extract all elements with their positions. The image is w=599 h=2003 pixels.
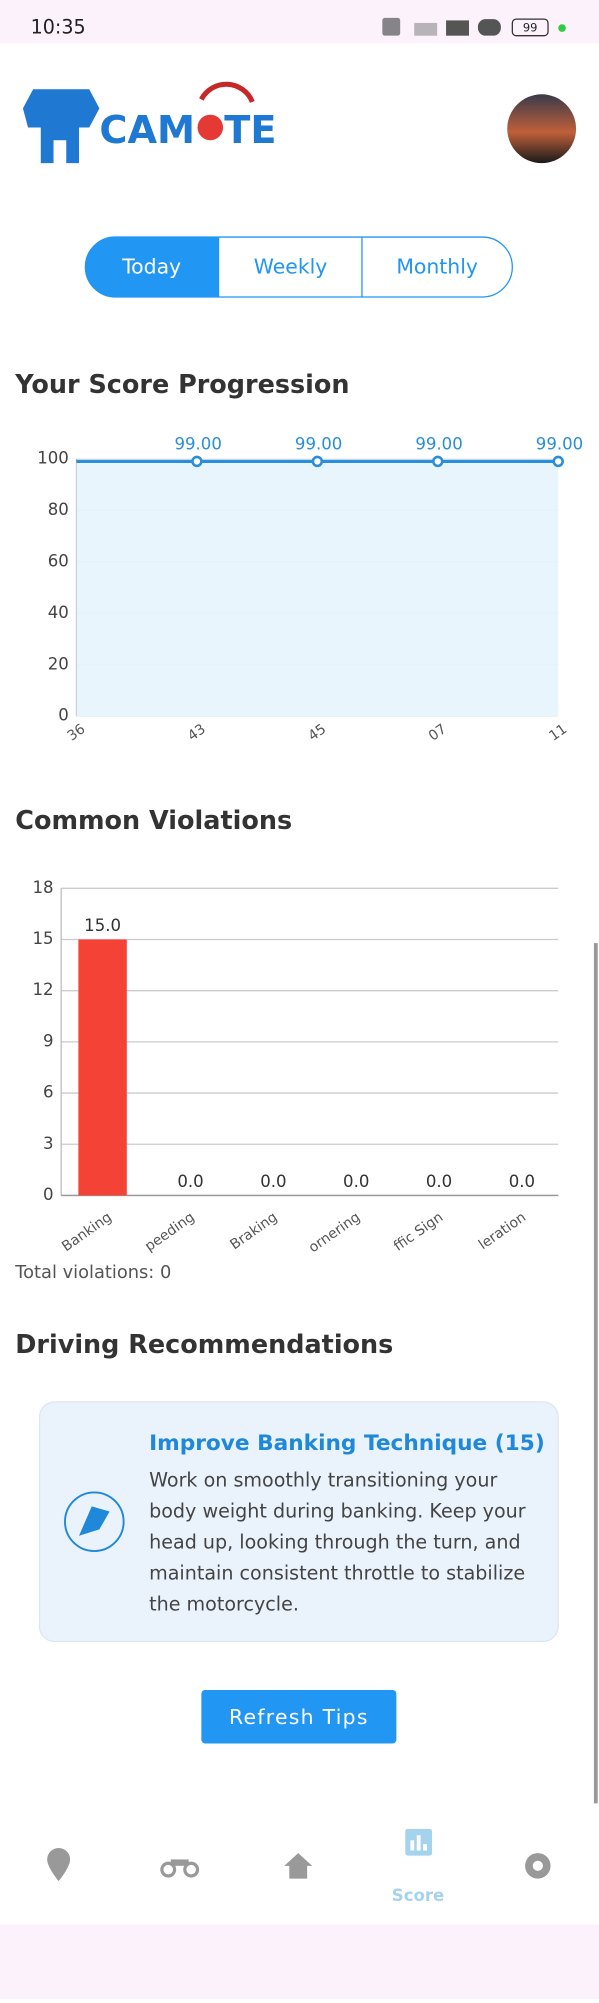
value-label: 0.0	[426, 1172, 452, 1191]
x-tick-label: ornering	[306, 1209, 363, 1256]
value-label: 99.00	[295, 434, 342, 453]
tab[interactable]: Weekly	[254, 255, 328, 279]
bottom-area	[0, 1924, 599, 2000]
scrollbar	[593, 943, 598, 1804]
logo-left: CAM	[99, 109, 195, 153]
y-tick-label: 15	[32, 929, 53, 948]
y-tick-label: 100	[37, 448, 69, 467]
point	[432, 455, 444, 468]
nav-label[interactable]: Score	[392, 1886, 444, 1905]
logo-right: TE	[224, 109, 276, 153]
x-tick-label: Braking	[227, 1209, 280, 1253]
status-bar	[0, 0, 599, 44]
x-tick-label: Banking	[59, 1209, 115, 1255]
button-label[interactable]: Refresh Tips	[229, 1705, 369, 1729]
point	[311, 455, 324, 468]
recommendation-line: the motorcycle.	[149, 1592, 299, 1615]
x-tick-label: 07	[426, 721, 450, 744]
battery-level: 99	[523, 21, 538, 35]
nav-bike[interactable]	[160, 1859, 200, 1878]
nav-map[interactable]	[47, 1847, 71, 1882]
nav-home[interactable]	[284, 1853, 313, 1879]
recommendation-card	[38, 1401, 559, 1643]
value-label: 0.0	[343, 1172, 369, 1191]
x-tick-label: ffic Sign	[391, 1209, 446, 1254]
y-tick-label: 6	[43, 1083, 54, 1102]
tab[interactable]: Monthly	[396, 255, 478, 279]
icon	[79, 1506, 110, 1536]
time: 10:35	[31, 16, 86, 39]
nav: Score	[47, 1828, 551, 1905]
x-tick-label: 11	[546, 721, 570, 744]
dot	[558, 24, 566, 32]
value-label: 0.0	[260, 1172, 286, 1191]
y-tick-label: 80	[48, 500, 69, 519]
value-label: 0.0	[509, 1172, 535, 1191]
y-tick-label: 18	[32, 878, 53, 897]
status-icons	[382, 17, 501, 36]
section-title: Your Score Progression	[14, 370, 349, 400]
y-tick-label: 9	[43, 1031, 54, 1050]
refresh-button[interactable]	[201, 1689, 397, 1744]
nav-score[interactable]	[405, 1828, 433, 1856]
y-tick-label: 12	[32, 980, 53, 999]
section-title: Driving Recommendations	[15, 1330, 393, 1360]
point	[552, 455, 564, 468]
recommendation-line: maintain consistent throttle to stabiliz…	[149, 1561, 525, 1584]
avatar[interactable]	[507, 94, 577, 164]
x-tick-label: peeding	[142, 1209, 198, 1255]
value-label: 99.00	[174, 434, 221, 453]
x-tick-label: 45	[305, 721, 329, 744]
value-label: 99.00	[415, 434, 462, 453]
x-tick-label: leration	[476, 1209, 529, 1253]
value-label: 99.00	[536, 434, 583, 453]
recommendation-line: head up, looking through the turn, and	[149, 1530, 521, 1553]
nav-settings[interactable]	[525, 1853, 551, 1879]
y-tick-label: 3	[43, 1134, 54, 1153]
tab-active[interactable]	[85, 237, 220, 297]
value-label: 0.0	[177, 1172, 203, 1191]
y-tick-label: 0	[43, 1185, 54, 1204]
banking-icon	[64, 1491, 125, 1552]
y-tick-label: 0	[58, 706, 69, 725]
recommendation-line: body weight during banking. Keep your	[149, 1499, 526, 1522]
tabs: Today Weekly Monthly	[84, 236, 513, 298]
area	[76, 461, 559, 717]
point	[191, 455, 203, 468]
y-tick-label: 20	[48, 654, 69, 673]
tab[interactable]: Today	[121, 255, 181, 279]
y-tick-label: 40	[48, 603, 69, 622]
value-label: 15.0	[84, 916, 121, 935]
total-violations: Total violations: 0	[14, 1262, 171, 1283]
recommendation-title: Improve Banking Technique (15)	[149, 1431, 545, 1456]
recommendation-line: Work on smoothly transitioning your	[149, 1468, 497, 1491]
logo: CAM TE	[22, 81, 276, 164]
section-title: Common Violations	[15, 806, 292, 836]
bar	[78, 939, 127, 1196]
battery	[511, 18, 549, 37]
y-tick-label: 60	[48, 551, 69, 570]
x-tick-label: 43	[185, 721, 209, 744]
